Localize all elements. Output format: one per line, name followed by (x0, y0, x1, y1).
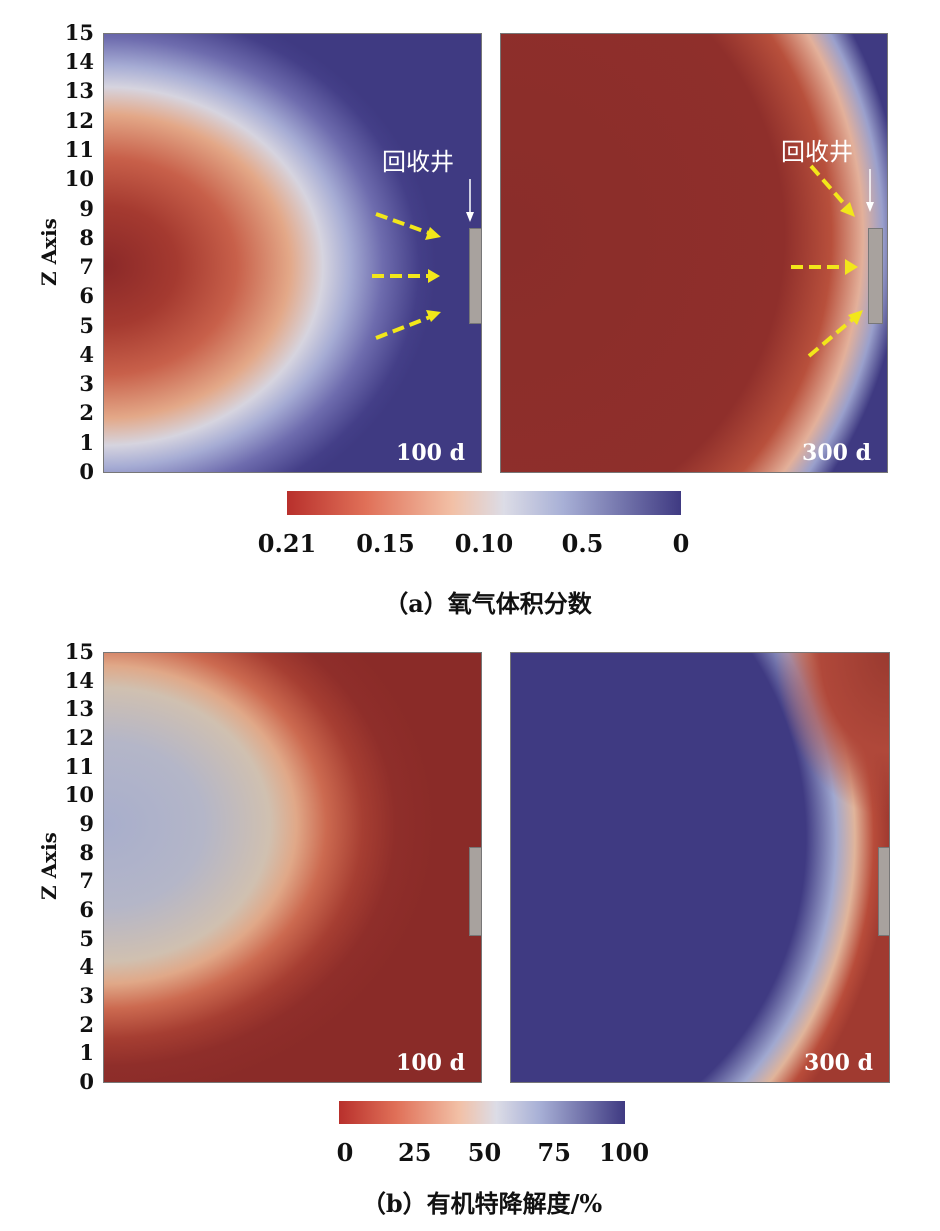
y-tick-label: 8 (79, 839, 94, 865)
arrow-annotations (791, 164, 874, 358)
y-tick-label: 10 (64, 782, 94, 808)
y-tick-label: 15 (64, 638, 94, 664)
heatmap-panel-300d: 300 d 回收井 (500, 33, 888, 473)
colorbar-b (339, 1101, 625, 1124)
recovery-well (469, 847, 481, 936)
y-tick-label: 15 (64, 19, 94, 45)
y-tick-label: 7 (79, 868, 94, 894)
recovery-well (878, 847, 889, 936)
colorbar-tick-label: 0 (336, 1138, 354, 1167)
y-tick-label: 3 (79, 371, 94, 397)
panel-label: 300 d (802, 440, 871, 466)
heatmap-panel-300d: 300 d (510, 652, 890, 1083)
colorbar-tick-label: 0.21 (257, 529, 317, 558)
colorbar-tick-label: 0 (672, 529, 690, 558)
y-tick-label: 2 (79, 400, 94, 426)
y-tick-label: 6 (79, 896, 94, 922)
colorbar-tick-label: 100 (598, 1138, 650, 1167)
heatmap-panel-100d: 100 d 回收井 (103, 33, 482, 473)
caption-b: （b）有机特降解度/% (361, 1189, 603, 1218)
y-axis-label: Z Axis (37, 832, 61, 900)
arrow-annotations (372, 179, 474, 340)
recovery-well (469, 228, 481, 324)
y-tick-label: 1 (79, 1040, 94, 1066)
colorbar-tick-label: 0.15 (356, 529, 415, 558)
y-tick-label: 11 (64, 753, 94, 779)
well-annotation: 回收井 (781, 138, 853, 166)
y-tick-label: 3 (79, 982, 94, 1008)
caption-a: （a）氧气体积分数 (384, 589, 592, 618)
y-tick-label: 9 (79, 810, 94, 836)
colorbar-a (287, 491, 681, 515)
y-tick-label: 14 (64, 49, 94, 75)
y-tick-label: 7 (79, 254, 94, 280)
heatmap-panel-100d: 100 d (103, 652, 482, 1083)
y-tick-label: 0 (79, 459, 94, 484)
colorbar-tick-label: 0.10 (454, 529, 514, 558)
y-tick-label: 12 (64, 724, 94, 750)
y-tick-label: 13 (64, 78, 94, 104)
y-tick-label: 14 (64, 667, 94, 693)
y-tick-label: 1 (79, 429, 94, 455)
y-tick-label: 5 (79, 312, 94, 338)
y-tick-label: 6 (79, 283, 94, 309)
colorbar-tick-label: 0.5 (561, 529, 604, 558)
y-axis-label: Z Axis (37, 218, 61, 286)
panel-label: 300 d (804, 1050, 873, 1076)
panel-label: 100 d (396, 1050, 465, 1076)
y-tick-label: 8 (79, 224, 94, 250)
y-tick-label: 12 (64, 107, 94, 133)
y-tick-label: 9 (79, 195, 94, 221)
panel-label: 100 d (396, 440, 465, 466)
colorbar-tick-label: 25 (398, 1138, 432, 1167)
y-tick-label: 10 (64, 166, 94, 192)
colorbar-tick-label: 75 (537, 1138, 571, 1167)
recovery-well (868, 228, 883, 324)
y-tick-label: 5 (79, 925, 94, 951)
colorbar-tick-label: 50 (467, 1138, 502, 1167)
y-tick-label: 4 (79, 341, 94, 367)
well-annotation: 回收井 (382, 148, 454, 176)
y-tick-label: 0 (79, 1069, 94, 1094)
y-tick-label: 11 (64, 137, 94, 163)
y-tick-label: 4 (79, 954, 94, 980)
y-tick-label: 13 (64, 696, 94, 722)
y-tick-label: 2 (79, 1011, 94, 1037)
